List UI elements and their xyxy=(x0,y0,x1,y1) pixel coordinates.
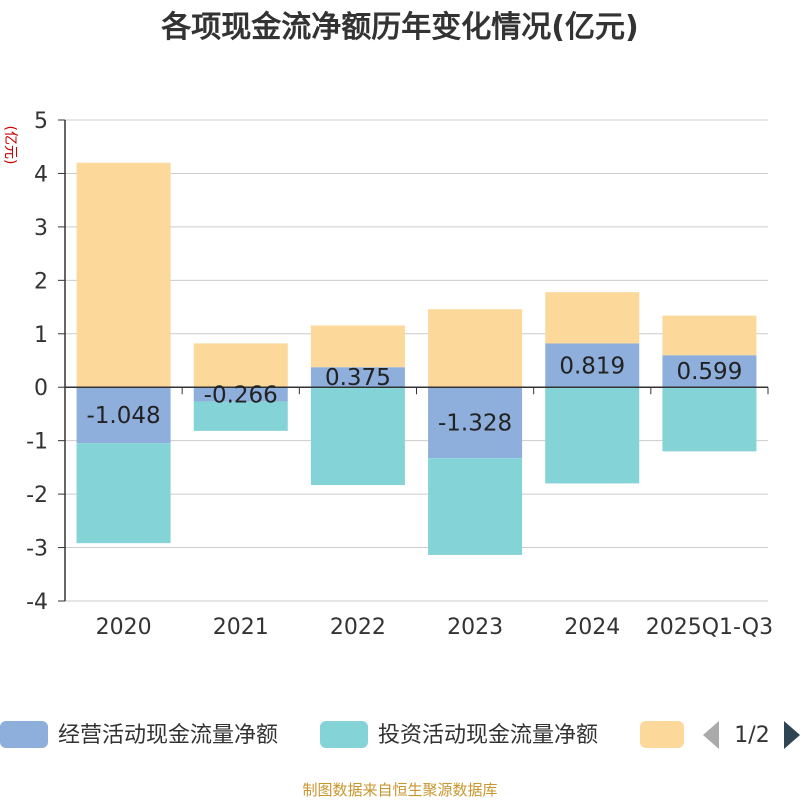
bar-operating-2021[interactable] xyxy=(193,387,288,402)
data-labels: -1.048 -0.266 0.375 -1.328 0.819 0.599 xyxy=(87,353,743,436)
x-tick-label: 2020 xyxy=(96,615,152,640)
data-label-operating-2025Q1-Q3: 0.599 xyxy=(676,359,742,385)
axes: 5 4 3 2 1 0 -1 -2 -3 -4 2020 2021 2022 2023 2024 2025Q1… xyxy=(26,109,773,640)
bar-financing-2021[interactable] xyxy=(193,343,288,388)
x-tick-label: 2021 xyxy=(213,615,269,640)
y-axis-unit-label: (亿元) xyxy=(2,126,18,165)
y-tick-label: 5 xyxy=(34,109,48,134)
bar-operating-2022[interactable] xyxy=(310,367,405,388)
legend-swatch-investing xyxy=(320,721,368,748)
bar-financing-2020[interactable] xyxy=(76,162,171,388)
data-label-operating-2024: 0.819 xyxy=(559,353,625,379)
bar-operating-2023[interactable] xyxy=(428,387,523,459)
y-tick-label: 4 xyxy=(34,162,48,187)
bar-financing-2024[interactable] xyxy=(545,292,640,344)
legend-label-investing: 投资活动现金流量净额 xyxy=(378,723,598,748)
bar-investing-2023[interactable] xyxy=(428,458,523,555)
grid-lines xyxy=(65,119,768,602)
x-tick-label: 2025Q1-Q3 xyxy=(646,615,773,640)
x-tick-label: 2022 xyxy=(330,615,386,640)
y-tick-label: 2 xyxy=(34,269,48,294)
y-tick-label: -2 xyxy=(26,483,48,508)
source-note: 制图数据来自恒生聚源数据库 xyxy=(302,781,497,799)
legend-label-operating: 经营活动现金流量净额 xyxy=(58,723,278,748)
bar-financing-2025Q1-Q3[interactable] xyxy=(662,315,757,356)
data-label-operating-2021: -0.266 xyxy=(204,382,278,408)
y-tick-label: 0 xyxy=(34,376,48,401)
bar-operating-2020[interactable] xyxy=(76,387,171,444)
x-tick-label: 2024 xyxy=(564,615,620,640)
x-tick-label: 2023 xyxy=(447,615,503,640)
bar-operating-2025Q1-Q3[interactable] xyxy=(662,355,757,388)
legend-swatch-operating xyxy=(0,721,48,748)
bar-investing-2021[interactable] xyxy=(193,401,288,431)
data-label-operating-2023: -1.328 xyxy=(438,411,512,437)
legend-item-financing[interactable] xyxy=(640,721,684,748)
y-tick-label: -4 xyxy=(26,590,48,615)
y-tick-label: 3 xyxy=(34,216,48,241)
triangle-right-icon[interactable] xyxy=(784,721,800,749)
legend-item-operating[interactable]: 经营活动现金流量净额 xyxy=(0,721,278,748)
data-label-operating-2020: -1.048 xyxy=(87,403,161,429)
bar-investing-2022[interactable] xyxy=(310,387,405,486)
bar-financing-2022[interactable] xyxy=(310,325,405,368)
y-tick-label: -3 xyxy=(26,537,48,562)
triangle-left-icon[interactable] xyxy=(703,721,719,749)
bar-investing-2025Q1-Q3[interactable] xyxy=(662,387,757,452)
bars xyxy=(76,162,757,555)
legend: 经营活动现金流量净额 投资活动现金流量净额 1/2 xyxy=(0,721,800,749)
chart-title: 各项现金流净额历年变化情况(亿元) xyxy=(160,10,638,45)
legend-item-investing[interactable]: 投资活动现金流量净额 xyxy=(320,721,598,748)
legend-swatch-financing xyxy=(640,721,684,748)
y-tick-label: 1 xyxy=(34,323,48,348)
bar-investing-2020[interactable] xyxy=(76,443,171,544)
bar-investing-2024[interactable] xyxy=(545,387,640,484)
bar-financing-2023[interactable] xyxy=(428,309,523,388)
bar-operating-2024[interactable] xyxy=(545,343,640,388)
data-label-operating-2022: 0.375 xyxy=(325,365,391,391)
y-tick-label: -1 xyxy=(26,430,48,455)
legend-pager-text: 1/2 xyxy=(734,723,769,748)
